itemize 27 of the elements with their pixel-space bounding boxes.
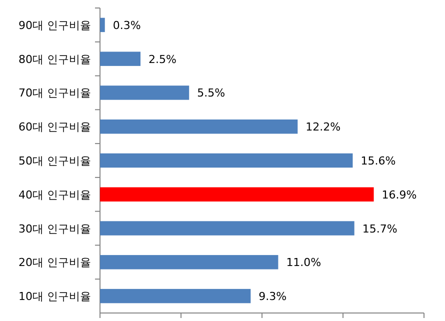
y-tick-label: 20대 인구비율 [18, 256, 91, 270]
data-label: 2.5% [148, 52, 176, 66]
bar [100, 119, 298, 134]
y-tick-label: 50대 인구비율 [18, 154, 91, 168]
y-tick-label: 70대 인구비율 [18, 86, 91, 100]
data-label: 5.5% [197, 86, 226, 100]
bar [100, 288, 251, 304]
data-label: 16.9% [382, 188, 417, 202]
bar [100, 187, 374, 202]
data-label: 15.7% [362, 222, 398, 236]
bar [100, 255, 278, 270]
data-label: 11.0% [286, 256, 322, 270]
y-tick-label: 30대 인구비율 [18, 222, 91, 236]
bar [100, 153, 353, 168]
y-tick-label: 40대 인구비율 [18, 188, 91, 202]
data-label: 12.2% [306, 120, 341, 134]
y-tick-label: 60대 인구비율 [18, 120, 91, 134]
bar [100, 18, 105, 32]
data-label: 9.3% [258, 290, 287, 304]
y-tick-label: 90대 인구비율 [18, 18, 91, 32]
data-label: 15.6% [360, 154, 396, 168]
y-tick-label: 80대 인구비율 [18, 52, 91, 66]
y-tick-label: 10대 인구비율 [18, 290, 91, 304]
bar [100, 52, 140, 66]
bar [100, 221, 354, 236]
data-label: 0.3% [112, 18, 141, 32]
bar [100, 86, 190, 100]
